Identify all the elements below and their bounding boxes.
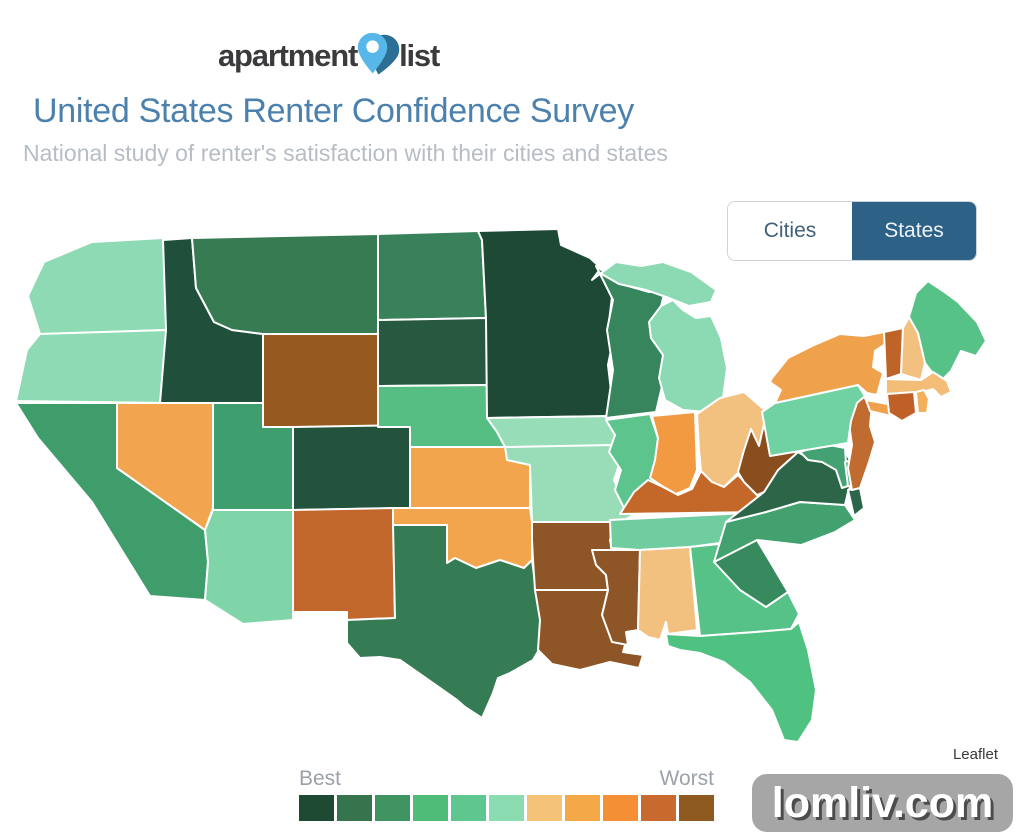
logo-word-apartment: apartment — [218, 38, 358, 73]
map-legend: Best Worst — [299, 767, 714, 822]
legend-swatch — [450, 795, 487, 822]
view-toggle: Cities States — [727, 201, 977, 261]
state-tx[interactable]: Texas — [346, 524, 541, 719]
legend-worst-label: Worst — [659, 767, 714, 790]
legend-swatch — [678, 795, 714, 822]
state-me[interactable]: Maine — [908, 280, 987, 382]
location-pin-icon — [357, 32, 400, 75]
apartmentlist-logo: apartment list — [218, 30, 440, 82]
state-ny[interactable]: New York — [769, 331, 888, 404]
state-ct[interactable]: Connecticut — [886, 391, 917, 422]
states-button[interactable]: States — [852, 202, 976, 260]
logo-word-list: list — [399, 38, 440, 73]
state-ri[interactable]: Rhode Island — [915, 389, 930, 414]
legend-swatch — [564, 795, 601, 822]
state-mn[interactable]: Minnesota — [477, 228, 615, 419]
state-az[interactable]: Arizona — [204, 509, 294, 625]
state-in[interactable]: Indiana — [649, 411, 698, 495]
state-mt[interactable]: Montana — [191, 233, 379, 335]
state-ia[interactable]: Iowa — [486, 415, 621, 448]
legend-swatch — [488, 795, 525, 822]
cities-button[interactable]: Cities — [728, 202, 852, 260]
state-wa[interactable]: Washington — [27, 237, 168, 335]
state-sd[interactable]: South Dakota — [377, 317, 494, 387]
leaflet-attribution[interactable]: Leaflet — [952, 746, 998, 763]
state-al[interactable]: Alabama — [637, 546, 698, 641]
state-co[interactable]: Colorado — [292, 424, 413, 511]
state-nm[interactable]: New Mexico — [292, 507, 396, 621]
legend-swatch — [412, 795, 449, 822]
state-nd[interactable]: North Dakota — [377, 230, 487, 321]
watermark: lomliv.com — [752, 774, 1013, 832]
legend-swatch — [374, 795, 411, 822]
page-subtitle: National study of renter's satisfaction … — [23, 140, 668, 166]
legend-swatch — [640, 795, 677, 822]
legend-best-label: Best — [299, 767, 342, 790]
legend-swatch — [602, 795, 639, 822]
state-wy[interactable]: Wyoming — [262, 333, 379, 428]
state-fl[interactable]: Florida — [665, 621, 817, 743]
legend-swatch — [336, 795, 373, 822]
state-mi[interactable]: Michigan — [648, 299, 728, 413]
legend-swatch — [526, 795, 563, 822]
legend-swatch — [299, 795, 335, 822]
state-miu[interactable]: Michigan Upper Peninsula — [591, 261, 717, 307]
state-or[interactable]: Oregon — [15, 329, 173, 404]
page-title: United States Renter Confidence Survey — [33, 92, 634, 130]
